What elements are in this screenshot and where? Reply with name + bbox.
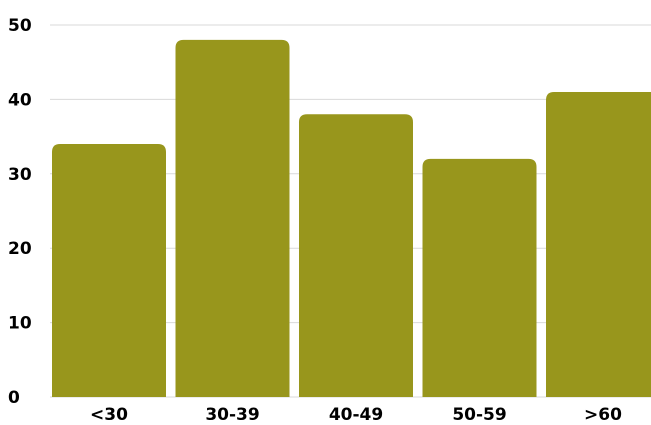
y-tick-label: 30: [8, 165, 32, 185]
bar-0: [52, 144, 166, 397]
y-axis: 0 10 20 30 40 50: [8, 16, 32, 408]
y-tick-label: 50: [8, 16, 32, 36]
bar-1: [175, 39, 290, 397]
y-tick-label: 40: [8, 90, 32, 110]
x-tick-label: 40-49: [329, 405, 383, 425]
bars: [52, 39, 651, 397]
y-tick-label: 10: [8, 314, 32, 334]
x-tick-label: >60: [584, 405, 622, 425]
bar-2: [299, 114, 413, 397]
y-tick-label: 20: [8, 239, 32, 259]
x-axis: <30 30-39 40-49 50-59 >60: [90, 405, 622, 425]
y-tick-label: 0: [8, 388, 20, 408]
bar-3: [422, 158, 537, 397]
x-tick-label: 30-39: [205, 405, 259, 425]
x-tick-label: <30: [90, 405, 128, 425]
x-tick-label: 50-59: [452, 405, 506, 425]
bar-4: [546, 91, 651, 397]
